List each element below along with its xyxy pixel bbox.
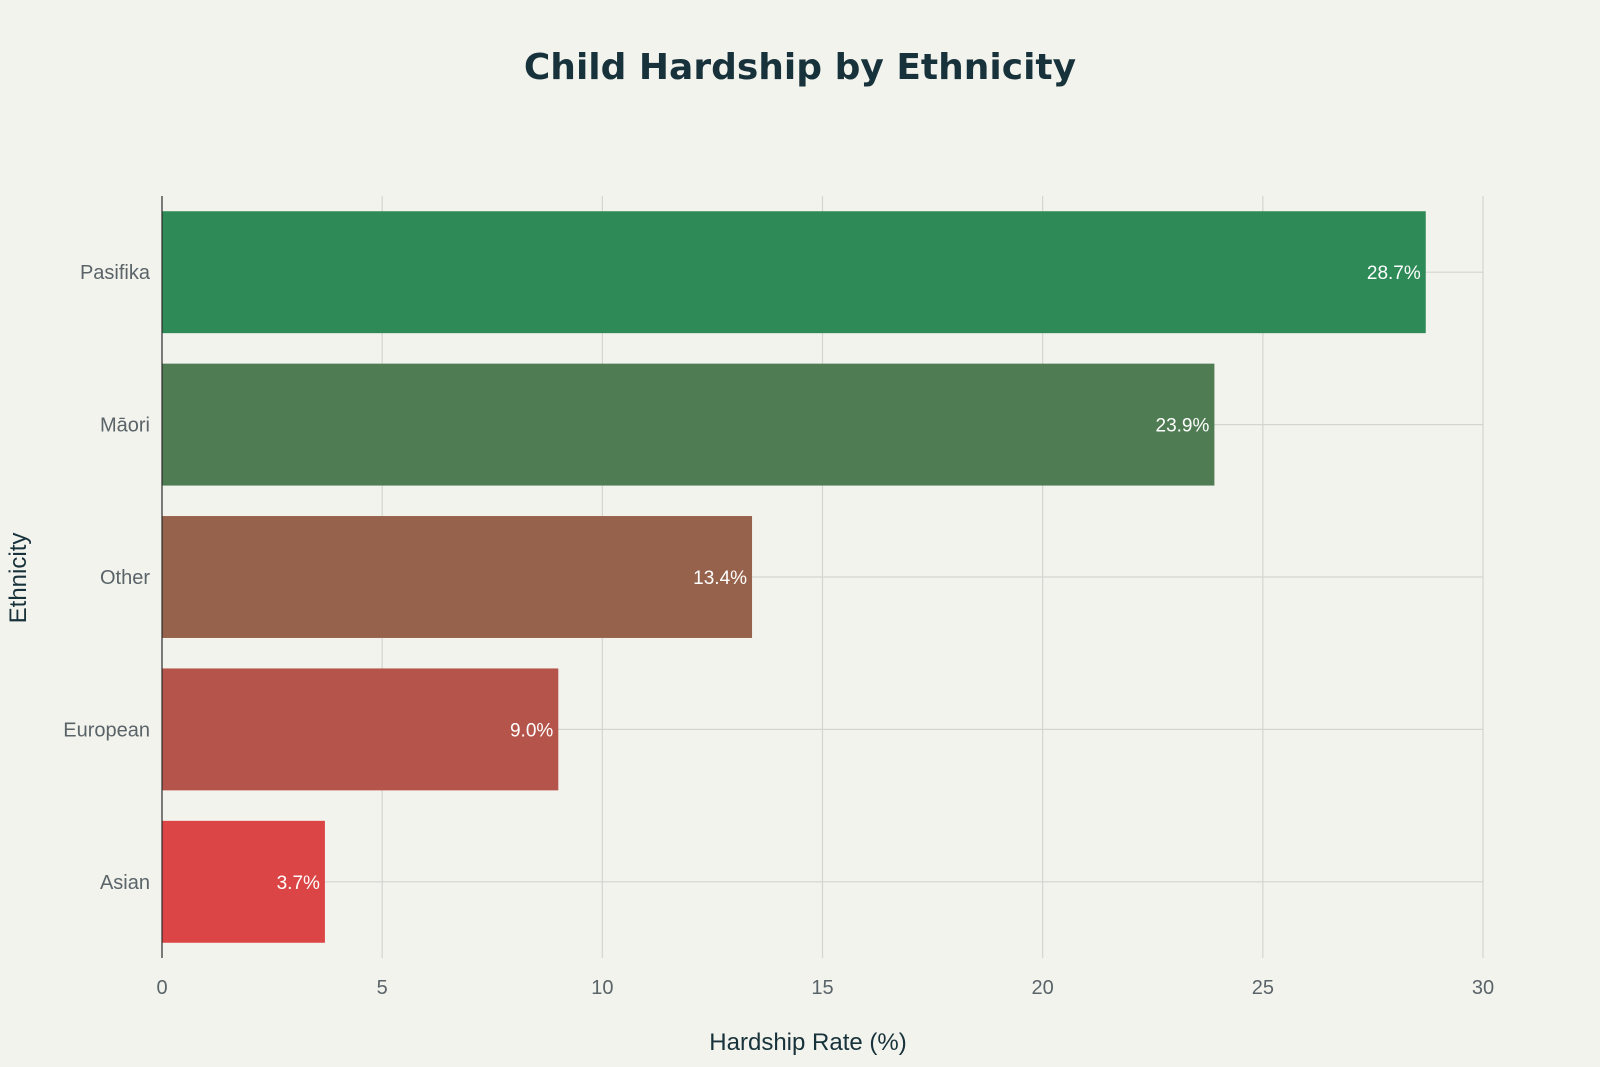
bar-value-label: 9.0% xyxy=(510,720,553,741)
y-axis-title: Ethnicity xyxy=(5,533,32,624)
x-axis-title: Hardship Rate (%) xyxy=(709,1029,906,1056)
bar xyxy=(162,516,753,638)
x-tick-label: 5 xyxy=(377,977,388,999)
x-tick-label: 15 xyxy=(811,977,833,999)
bars: 28.7% 23.9% 13.4% 9.0% 3.7% xyxy=(162,211,1426,943)
bar xyxy=(162,211,1426,334)
x-tick-label: 25 xyxy=(1252,977,1274,999)
x-tick-label: 10 xyxy=(591,977,613,999)
y-tick-label: Māori xyxy=(100,415,150,437)
y-tick-label: Pasifika xyxy=(80,262,151,284)
x-tick-label: 30 xyxy=(1472,977,1494,999)
x-tick-label: 20 xyxy=(1032,977,1054,999)
bar-value-label: 23.9% xyxy=(1156,416,1210,437)
chart-title: Child Hardship by Ethnicity xyxy=(524,47,1076,88)
bar xyxy=(162,668,559,791)
y-tick-label: Asian xyxy=(100,872,150,894)
axes: 0 5 10 15 20 25 30 Pasifika Māori Other European As… xyxy=(63,196,1494,999)
bar-value-label: 13.4% xyxy=(693,568,747,589)
y-tick-label: Other xyxy=(100,567,150,589)
bar-value-label: 28.7% xyxy=(1367,263,1421,284)
bar xyxy=(162,820,325,943)
bar xyxy=(162,363,1215,486)
y-tick-label: European xyxy=(63,719,150,741)
bar-value-label: 3.7% xyxy=(277,873,320,894)
x-tick-label: 0 xyxy=(156,977,167,999)
